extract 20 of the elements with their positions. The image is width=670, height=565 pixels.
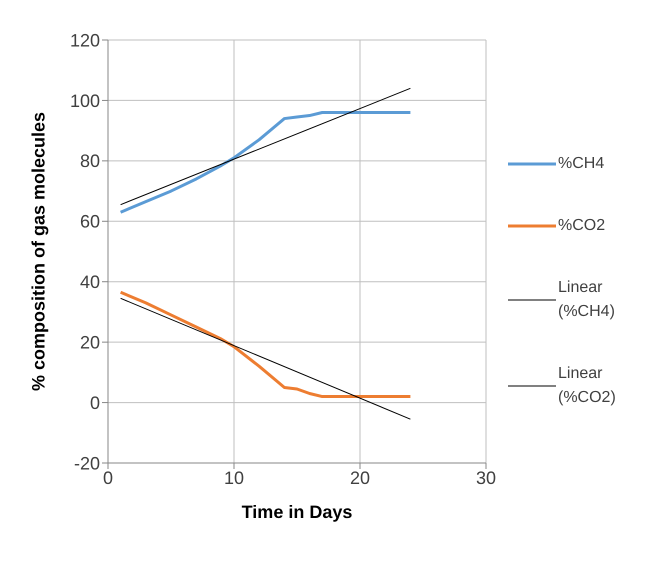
x-tick-label: 30 [476,468,496,488]
line-series [119,111,412,214]
x-axis-title: Time in Days [242,502,352,522]
y-tick-label: 0 [90,392,100,413]
y-tick-label: 100 [70,90,100,111]
x-tick-label: 0 [102,468,114,488]
y-tick-label: -20 [74,453,100,474]
y-tick-label: 20 [80,332,100,353]
x-tick-label: 10 [224,468,244,488]
legend-label: %CO2 [558,216,606,236]
legend-label: %CH4 [558,154,606,174]
line-series [119,290,412,398]
y-tick-label: 120 [70,30,100,50]
legend-label: Linear (%CO2) [558,364,617,408]
y-tick-label: 40 [80,272,100,292]
y-tick-label: 60 [80,212,100,232]
y-axis-title: % composition of gas molecules [28,112,48,392]
x-tick-label: 20 [350,468,370,488]
y-tick-label: 80 [80,151,100,172]
legend-label: Linear (%CH4) [558,278,616,322]
